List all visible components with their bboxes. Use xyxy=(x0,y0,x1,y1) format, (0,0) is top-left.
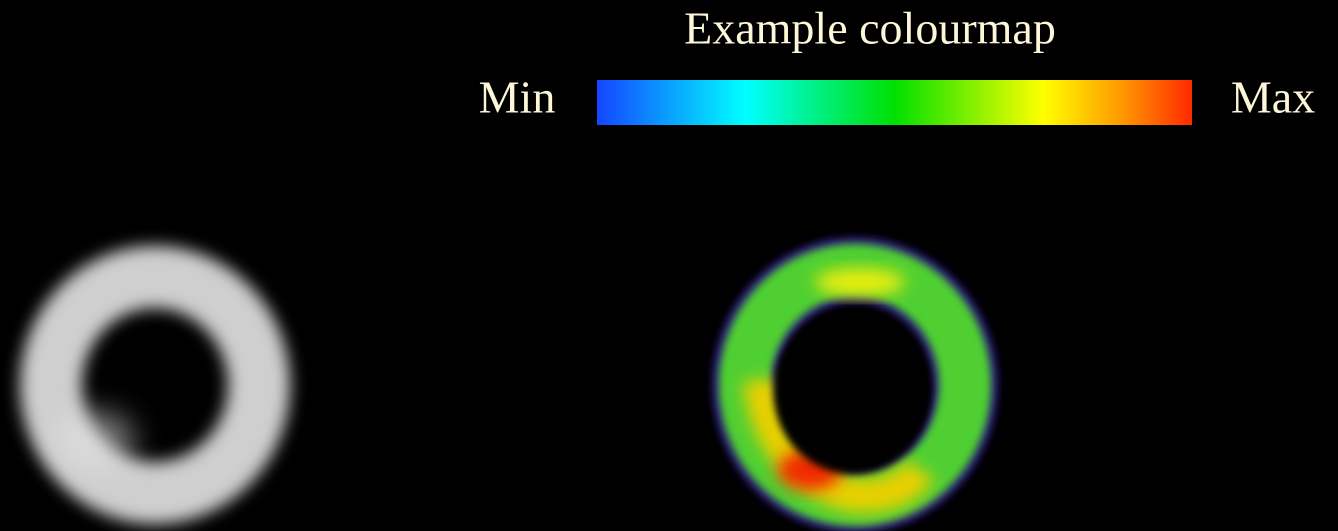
highlight xyxy=(55,410,135,470)
min-label: Min xyxy=(479,72,556,123)
title: Example colourmap xyxy=(684,3,1056,54)
colourbar xyxy=(597,80,1192,125)
coloured-ring xyxy=(745,268,965,500)
max-label: Max xyxy=(1231,72,1315,123)
top-patch xyxy=(815,268,905,296)
hole xyxy=(774,310,930,474)
figure: Example colourmap Min Max xyxy=(0,0,1338,531)
